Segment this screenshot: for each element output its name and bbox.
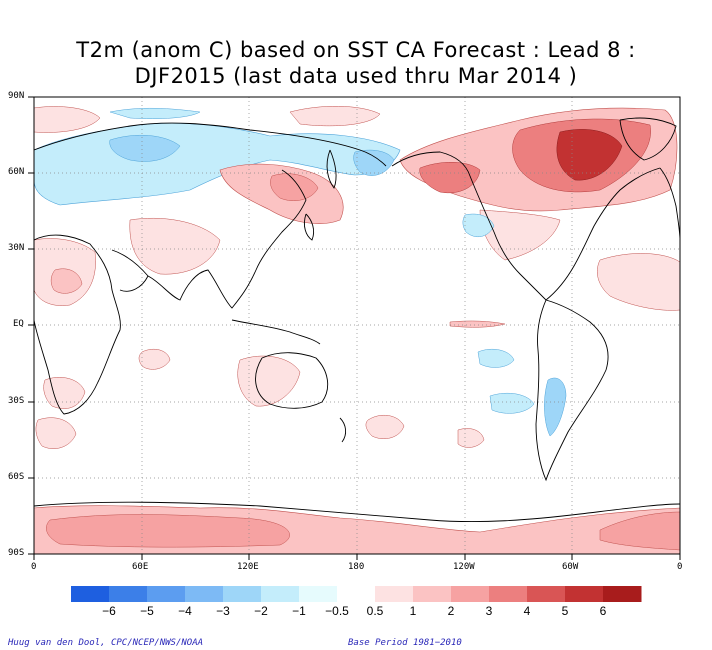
colorbar-swatch — [451, 586, 490, 602]
colorbar-swatch — [413, 586, 452, 602]
coastline-south-america — [535, 299, 609, 482]
colorbar-tick-label: 3 — [485, 604, 493, 618]
coastline-north-america — [469, 167, 661, 301]
anomaly-cool-south-america — [544, 377, 567, 437]
lat-label-90s: 90S — [8, 548, 25, 558]
lat-label-eq: EQ — [13, 319, 24, 329]
coastlines — [34, 117, 680, 523]
anomaly-cool-south-pacific — [477, 349, 515, 368]
anomaly-warm-na-south — [479, 209, 561, 261]
anomaly-cool-bering — [353, 149, 395, 176]
colorbar-tick-label: 5 — [561, 604, 569, 618]
colorbar-tick-label: −0.5 — [325, 604, 349, 618]
coastline-siberia-north — [34, 122, 387, 167]
colorbar-swatch — [223, 586, 262, 602]
lat-label-30s: 30S — [8, 396, 25, 406]
colorbar-tick-label: −3 — [216, 604, 230, 618]
axis-ticks — [28, 96, 681, 560]
colorbar-tick-label: −6 — [102, 604, 116, 618]
anomaly-cool-south-pacific-2 — [489, 393, 535, 414]
anomaly-warm-arctic-west — [34, 106, 101, 133]
colorbar — [71, 586, 642, 602]
coastline-africa — [34, 234, 121, 415]
anomaly-warm-south-atlantic — [457, 428, 485, 448]
lon-label-60w: 60W — [562, 562, 579, 572]
colorbar-swatch — [527, 586, 566, 602]
colorbar-swatch — [337, 586, 376, 602]
grid-lines — [34, 97, 680, 554]
colorbar-tick-label: 4 — [523, 604, 531, 618]
anomaly-warm-south-africa — [43, 377, 86, 409]
lon-label-0-left: 0 — [31, 562, 37, 572]
colorbar-swatch — [565, 586, 604, 602]
anomaly-warm-indian-ocean — [138, 349, 171, 370]
credit-base-period: Base Period 1981−2010 — [348, 638, 462, 648]
anomaly-warm-central-asia — [129, 217, 221, 275]
anomaly-warm-africa-north-inner — [50, 268, 83, 294]
colorbar-tick-label: 6 — [599, 604, 607, 618]
colorbar-swatch — [71, 586, 110, 602]
anomaly-cool-arctic-strip — [109, 108, 201, 119]
colorbar-tick-label: 1 — [409, 604, 417, 618]
colorbar-swatch — [375, 586, 414, 602]
coastline-indonesia — [231, 319, 321, 345]
lon-label-120e: 120E — [237, 562, 259, 572]
anomaly-warm-south-ocean-west — [35, 417, 77, 449]
chart-title-line-1: T2m (anom C) based on SST CA Forecast : … — [76, 38, 636, 62]
colorbar-swatch — [185, 586, 224, 602]
colorbar-tick-label: −1 — [292, 604, 306, 618]
anomaly-warm-north-america-3 — [556, 129, 623, 181]
map-panel — [28, 96, 681, 560]
colorbar-tick-label: −5 — [140, 604, 154, 618]
colorbar-swatch — [261, 586, 300, 602]
colorbar-swatch — [147, 586, 186, 602]
anomaly-warm-east-asia-inner — [270, 173, 319, 201]
coastline-australia — [255, 352, 329, 409]
anomaly-warm-atlantic — [597, 253, 680, 311]
lat-label-30n: 30N — [8, 243, 25, 253]
colorbar-swatch — [603, 586, 642, 602]
coastline-greenland — [619, 117, 677, 161]
anomaly-warm-nz — [365, 414, 405, 439]
coastline-kamchatka — [326, 149, 337, 189]
coastline-japan — [303, 213, 315, 241]
colorbar-tick-label: −4 — [178, 604, 192, 618]
coastline-alaska — [391, 151, 471, 177]
anomaly-warm-arctic-central — [289, 106, 381, 127]
credit-author: Huug van den Dool, CPC/NCEP/NWS/NOAA — [8, 638, 204, 648]
coastline-nz — [339, 417, 347, 443]
colorbar-tick-label: 2 — [447, 604, 455, 618]
anomaly-cool-siberia-inner — [109, 135, 181, 162]
lat-label-60s: 60S — [8, 472, 25, 482]
anomaly-cool-na-south — [462, 213, 495, 238]
anomaly-warm-tropical-pacific — [449, 320, 506, 328]
colorbar-tick-label: 0.5 — [366, 604, 384, 618]
coastline-antarctica — [34, 501, 680, 523]
colorbar-swatch — [109, 586, 148, 602]
colorbar-swatch — [489, 586, 528, 602]
lon-label-180: 180 — [348, 562, 365, 572]
lon-label-60e: 60E — [132, 562, 149, 572]
coastline-eurasia-south — [147, 169, 307, 309]
anomaly-warm-australia — [237, 355, 301, 407]
lat-label-90n: 90N — [8, 91, 25, 101]
anomaly-warm-antarctic-east — [599, 511, 680, 551]
colorbar-tick-label: −2 — [254, 604, 268, 618]
lon-label-120w: 120W — [453, 562, 475, 572]
anomaly-warm-antarctic-inner — [46, 514, 290, 548]
lon-label-0-right: 0 — [677, 562, 683, 572]
colorbar-swatch — [299, 586, 338, 602]
lat-label-60n: 60N — [8, 167, 25, 177]
anomaly-field — [34, 106, 680, 554]
chart-title-line-2: DJF2015 (last data used thru Mar 2014 ) — [134, 64, 578, 88]
